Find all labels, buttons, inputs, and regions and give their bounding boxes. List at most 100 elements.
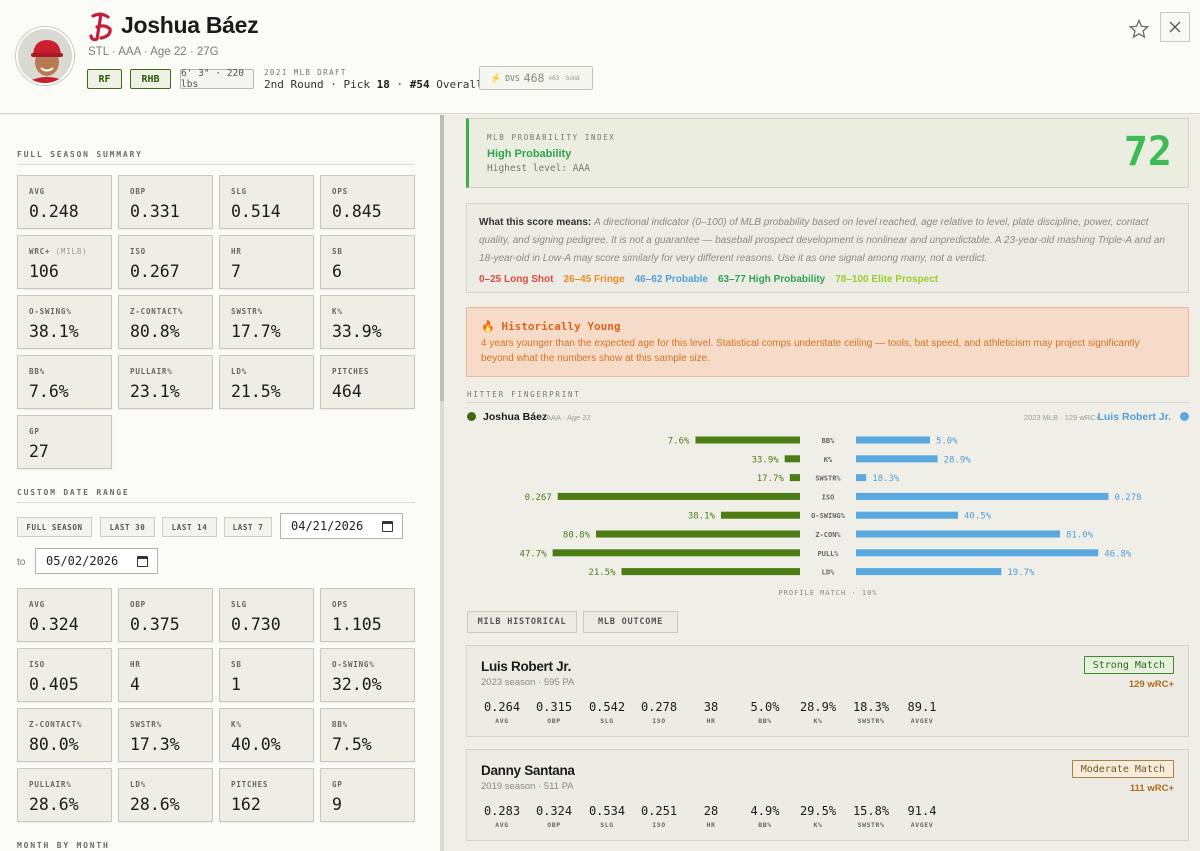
fingerprint-comp-name: Luis Robert Jr.	[1097, 411, 1171, 423]
comp-stat-value: 89.1	[907, 700, 937, 714]
bar-label-comp: 5.0%	[936, 437, 958, 447]
dvs-value: 468	[523, 71, 545, 85]
bar-player	[720, 511, 800, 519]
date-from-input[interactable]: 04/21/2026	[280, 513, 403, 539]
stat-label: ISO	[29, 660, 45, 669]
comp-stat: 5.0% BB%	[738, 700, 792, 725]
bar-comp	[856, 436, 930, 444]
stat-label-text: O-SWING%	[29, 307, 72, 316]
stat-label-text: PITCHES	[332, 367, 370, 376]
stat-value: 0.324	[29, 615, 79, 634]
probability-score: 72	[1123, 129, 1172, 175]
stat-label: K%	[332, 307, 343, 316]
legend-item: 26–45 Fringe	[563, 274, 625, 285]
stat-card: SB 6	[320, 235, 415, 289]
comp-stat-label: HR	[706, 821, 716, 829]
bar-comp	[856, 530, 1060, 538]
stat-label-text: SB	[332, 247, 343, 256]
comp-stat-value: 15.8%	[852, 804, 890, 818]
stat-label: SLG	[231, 187, 247, 196]
stat-label: LD%	[130, 780, 146, 789]
bar-comp	[856, 568, 1002, 576]
range-last-14-button[interactable]: LAST 14	[162, 517, 217, 537]
stat-label: O-SWING%	[29, 307, 72, 316]
stat-label-text: ISO	[130, 247, 146, 256]
stat-label: SWSTR%	[130, 720, 162, 729]
range-last-30-button[interactable]: LAST 30	[100, 517, 155, 537]
comp-stat-label: OBP	[547, 717, 561, 725]
left-scrollbar-thumb[interactable]	[440, 115, 444, 401]
mlb-outcome-toggle[interactable]: MLB OUTCOME	[583, 611, 678, 633]
category-label: K%	[824, 456, 833, 464]
date-to-input[interactable]: 05/02/2026	[35, 548, 158, 574]
stat-card: GP 27	[17, 415, 112, 469]
stat-card: SWSTR% 17.7%	[219, 295, 314, 349]
comp-stat-value: 0.251	[640, 804, 678, 818]
comp-card[interactable]: Danny Santana 2019 season · 511 PA Moderat…	[466, 749, 1189, 841]
comp-stat-label: SLG	[600, 821, 614, 829]
bar-player	[621, 568, 800, 576]
comp-stat-label: ISO	[652, 717, 666, 725]
category-label: BB%	[822, 437, 835, 445]
bar-label-player: 33.9%	[752, 455, 780, 465]
hitter-fingerprint-chart: 7.6% 5.0% BB% 33.9% 28.9% K% 17.7% 18.3% SWSTR% 0…	[520, 436, 1142, 597]
comp-card[interactable]: Luis Robert Jr. 2023 season · 595 PA Stron…	[466, 645, 1189, 737]
range-last-7-button[interactable]: LAST 7	[224, 517, 272, 537]
stat-label: OPS	[332, 600, 348, 609]
profile-match-label: PROFILE MATCH · 10%	[778, 589, 877, 597]
stat-label: PITCHES	[332, 367, 369, 376]
stat-label: OBP	[130, 187, 146, 196]
comp-stat: 0.278 ISO	[632, 700, 686, 725]
close-button[interactable]	[1160, 12, 1190, 42]
draft-overall: #54	[409, 78, 430, 91]
stat-label: Z-CONTACT%	[130, 307, 183, 316]
section-divider	[17, 164, 415, 165]
comp-stat-label: AVG	[495, 717, 509, 725]
comp-stat-value: 18.3%	[852, 700, 890, 714]
stat-card: HR 7	[219, 235, 314, 289]
stat-value: 0.267	[130, 262, 180, 281]
calendar-icon	[137, 556, 148, 567]
bar-label-player: 47.7%	[520, 549, 548, 559]
stat-label-text: LD%	[130, 780, 146, 789]
comp-stat: 0.251 ISO	[632, 804, 686, 829]
comp-stat: 0.534 SLG	[580, 804, 634, 829]
left-scrollbar-track[interactable]	[440, 115, 444, 851]
stat-card: WRC+ (MILB) 106	[17, 235, 112, 289]
comp-stat-label: BB%	[758, 821, 772, 829]
fingerprint-comp-meta: 2023 MLB · 129 wRC+	[1023, 413, 1100, 422]
bar-label-player: 0.267	[525, 493, 552, 503]
bar-comp	[856, 474, 867, 482]
stat-value: 0.248	[29, 202, 79, 221]
probability-label: MLB PROBABILITY INDEX	[487, 133, 616, 142]
comp-stat: 29.5% K%	[791, 804, 845, 829]
stat-label-text: Z-CONTACT%	[29, 720, 83, 729]
stat-label-text: WRC+	[29, 247, 51, 256]
stat-card: PITCHES 162	[219, 768, 314, 822]
stat-label-text: SWSTR%	[231, 307, 263, 316]
stat-label-text: SLG	[231, 600, 247, 609]
player-sub-line: STL · AAA · Age 22 · 27G	[88, 46, 219, 58]
stat-value: 38.1%	[29, 322, 79, 341]
stat-label-text: PULLAIR%	[29, 780, 72, 789]
stat-value: 23.1%	[130, 382, 180, 401]
bar-label-player: 21.5%	[588, 568, 616, 578]
range-full-season-button[interactable]: FULL SEASON	[17, 517, 92, 537]
fingerprint-player-name: Joshua Báez	[483, 411, 548, 423]
full-season-title: FULL SEASON SUMMARY	[17, 150, 143, 159]
favorite-star-button[interactable]	[1127, 17, 1151, 41]
category-label: Z-CON%	[815, 531, 841, 539]
bar-label-comp: 28.9%	[944, 455, 972, 465]
stat-card: PITCHES 464	[320, 355, 415, 409]
bar-player	[596, 530, 800, 538]
young-desc: 4 years younger than the expected age fo…	[481, 338, 1140, 364]
stat-card: K% 40.0%	[219, 708, 314, 762]
stat-card: K% 33.9%	[320, 295, 415, 349]
historically-young-alert: 🔥 Historically Young 4 years younger tha…	[466, 307, 1189, 377]
milb-historical-toggle[interactable]: MILB HISTORICAL	[467, 611, 577, 633]
bar-comp	[856, 492, 1109, 500]
bar-player	[552, 549, 800, 557]
comp-stat-label: OBP	[547, 821, 561, 829]
category-label: LD%	[822, 569, 835, 577]
comp-stat-label: HR	[706, 717, 716, 725]
